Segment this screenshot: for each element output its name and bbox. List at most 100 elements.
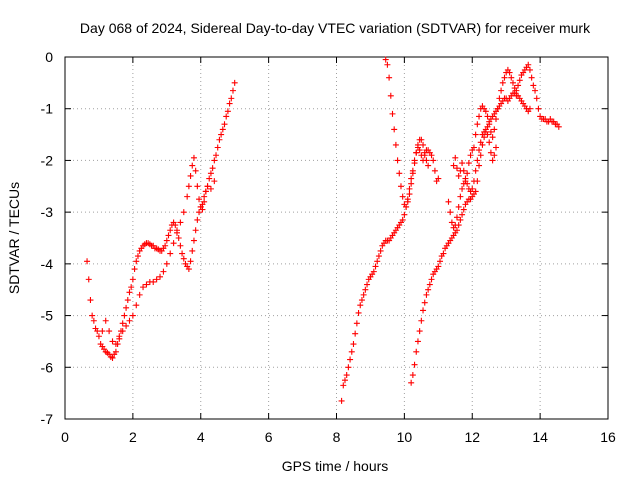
data-point — [491, 126, 498, 133]
data-point — [126, 317, 133, 324]
data-point — [364, 281, 371, 288]
data-point — [482, 108, 489, 115]
data-point — [404, 198, 411, 205]
x-tick-label: 14 — [532, 429, 548, 445]
data-point — [411, 361, 418, 368]
y-tick-label: -7 — [41, 411, 54, 427]
data-point — [382, 56, 389, 63]
data-point — [90, 317, 97, 324]
data-point — [355, 309, 362, 316]
data-point — [418, 317, 425, 324]
data-point — [409, 170, 416, 177]
data-point — [352, 330, 359, 337]
data-point — [416, 147, 423, 154]
x-axis-title: GPS time / hours — [282, 458, 389, 474]
data-point — [116, 335, 123, 342]
data-point — [474, 157, 481, 164]
data-point — [211, 157, 218, 164]
data-point — [455, 203, 462, 210]
data-point — [532, 87, 539, 94]
data-point — [187, 258, 194, 265]
data-point — [207, 170, 214, 177]
data-point — [435, 175, 442, 182]
data-point — [452, 154, 459, 161]
data-point — [426, 281, 433, 288]
data-point — [533, 95, 540, 102]
data-point — [189, 162, 196, 169]
data-point — [219, 126, 226, 133]
data-point — [95, 333, 102, 340]
data-point — [184, 193, 191, 200]
data-point — [209, 165, 216, 172]
data-point — [555, 123, 562, 130]
data-point — [460, 167, 467, 174]
data-point — [167, 227, 174, 234]
data-point — [143, 281, 150, 288]
data-point — [491, 152, 498, 159]
data-point — [420, 307, 427, 314]
data-point — [150, 278, 157, 285]
data-point — [192, 227, 199, 234]
series-sat-b — [99, 154, 218, 348]
data-point — [509, 79, 516, 86]
data-point — [357, 302, 364, 309]
data-point — [525, 61, 532, 68]
data-point — [526, 105, 533, 112]
data-point — [448, 219, 455, 226]
series-sat-a — [84, 79, 238, 361]
data-point — [453, 227, 460, 234]
data-point — [489, 157, 496, 164]
data-point — [126, 289, 133, 296]
data-point — [394, 157, 401, 164]
data-point — [452, 222, 459, 229]
data-point — [414, 141, 421, 148]
data-point — [416, 328, 423, 335]
data-point — [460, 206, 467, 213]
data-point — [428, 152, 435, 159]
data-point — [180, 209, 187, 216]
data-point — [455, 172, 462, 179]
data-point — [345, 364, 352, 371]
data-point — [386, 74, 393, 81]
y-axis: 0 -1 -2 -3 -4 -5 -6 -7 — [41, 49, 608, 427]
data-point — [372, 263, 379, 270]
data-point — [530, 82, 537, 89]
data-point — [123, 304, 130, 311]
data-point — [350, 341, 357, 348]
data-point — [85, 276, 92, 283]
data-point — [370, 268, 377, 275]
data-point — [214, 144, 221, 151]
series-sat-c — [338, 144, 442, 404]
data-point — [180, 255, 187, 262]
data-point — [494, 105, 501, 112]
data-point — [447, 209, 454, 216]
data-point — [216, 136, 223, 143]
data-point — [167, 250, 174, 257]
data-point — [425, 162, 432, 169]
x-tick-label: 0 — [61, 429, 69, 445]
data-point — [392, 141, 399, 148]
data-point — [435, 263, 442, 270]
data-point — [123, 322, 130, 329]
data-point — [133, 258, 140, 265]
data-point — [102, 317, 109, 324]
data-point — [406, 185, 413, 192]
data-point — [384, 61, 391, 68]
x-tick-label: 16 — [600, 429, 616, 445]
data-point — [408, 379, 415, 386]
data-point — [119, 320, 126, 327]
data-point — [202, 188, 209, 195]
data-point — [221, 121, 228, 128]
data-point — [206, 175, 213, 182]
data-point — [420, 141, 427, 148]
data-point — [163, 237, 170, 244]
data-point — [223, 113, 230, 120]
data-point — [469, 185, 476, 192]
data-point — [340, 382, 347, 389]
y-tick-label: 0 — [45, 49, 53, 65]
data-point — [185, 266, 192, 273]
data-point — [413, 348, 420, 355]
data-point — [341, 377, 348, 384]
x-tick-label: 6 — [265, 429, 273, 445]
